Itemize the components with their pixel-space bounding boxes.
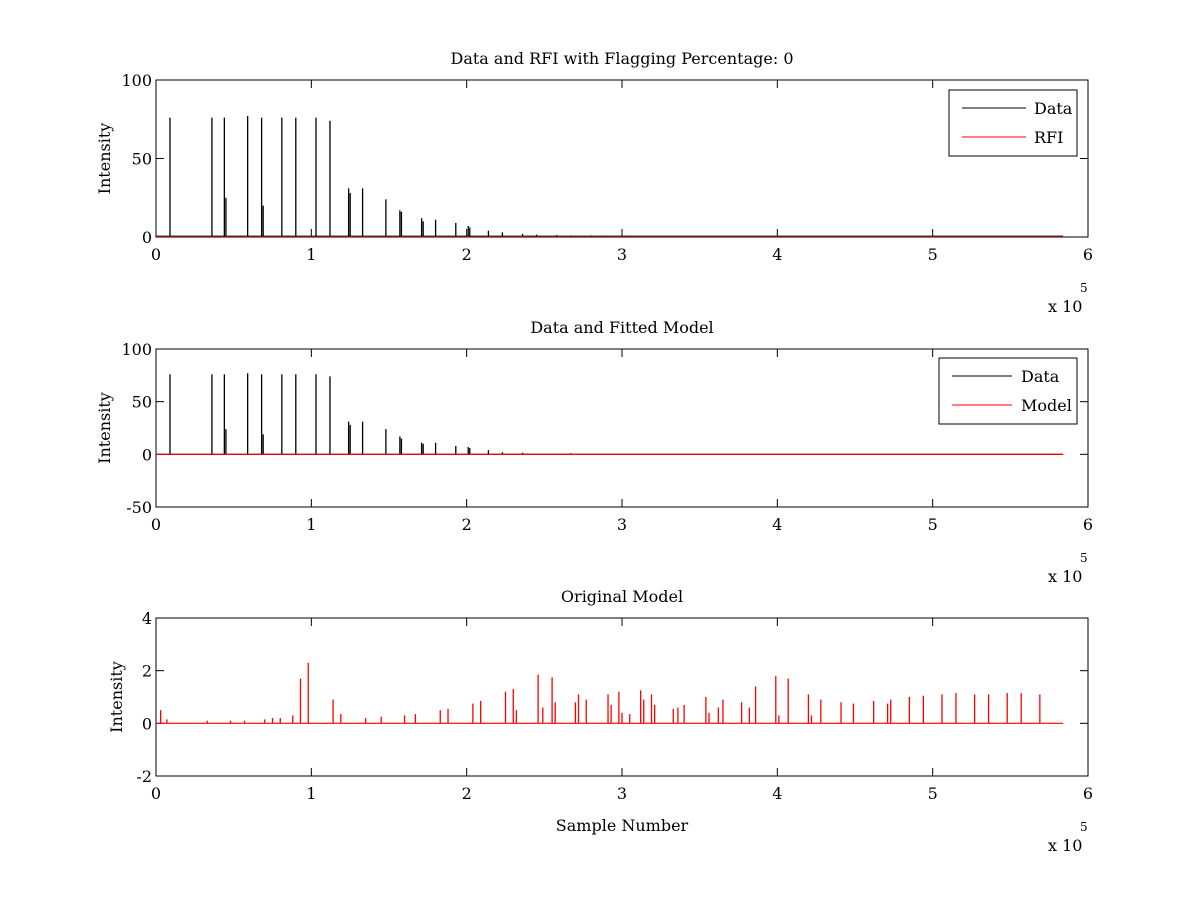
x-tick-label: 4 [772,245,782,264]
axes-frame [155,79,1089,238]
x-tick-label: 1 [306,515,316,534]
x-tick-label: 6 [1083,515,1093,534]
x-tick-label: 4 [772,784,782,803]
y-axis-label: Intensity [107,661,126,733]
x-tick-label: 3 [617,515,627,534]
y-axis-label: Intensity [95,123,114,195]
x-tick-label: 0 [151,515,161,534]
y-axis-label: Intensity [95,392,114,464]
plot-area [156,373,1064,455]
legend: Data Model [938,357,1078,425]
plot-area [156,662,1064,724]
x-tick-label: 5 [928,515,938,534]
x-tick-label: 1 [306,784,316,803]
plot-area [156,116,1064,237]
subplots: Data and RFI with Flagging Percentage: 0… [95,49,1093,855]
y-tick-label: 0 [142,445,152,464]
x-tick-label: 3 [617,784,627,803]
x-multiplier-exponent: 5 [1080,551,1088,565]
x-multiplier-exponent: 5 [1080,820,1088,834]
legend-label: Model [1021,396,1072,415]
y-tick-label: -2 [136,767,152,786]
series-model [156,662,1064,724]
x-multiplier-base: x 10 [1048,836,1082,855]
x-tick-label: 0 [151,245,161,264]
subplot-1: Data and RFI with Flagging Percentage: 0… [95,49,1093,316]
legend-label: Data [1034,99,1073,118]
legend-box [938,357,1078,425]
y-tick-label: 100 [121,340,152,359]
x-tick-label: 1 [306,245,316,264]
legend-box [948,89,1078,157]
x-tick-label: 2 [462,784,472,803]
y-tick-label: 0 [142,228,152,247]
chart-title: Data and RFI with Flagging Percentage: 0 [450,49,793,68]
axes-frame [155,617,1089,777]
legend-label: RFI [1034,128,1063,147]
x-tick-label: 5 [928,784,938,803]
x-multiplier-base: x 10 [1048,567,1082,586]
chart-title: Original Model [561,587,683,606]
y-tick-label: -50 [126,498,152,517]
y-tick-label: 0 [142,714,152,733]
x-multiplier-base: x 10 [1048,297,1082,316]
x-tick-label: 6 [1083,784,1093,803]
series-data [156,116,1064,237]
y-tick-label: 2 [142,662,152,681]
x-tick-label: 3 [617,245,627,264]
chart-title: Data and Fitted Model [530,318,713,337]
x-tick-label: 6 [1083,245,1093,264]
legend-label: Data [1021,367,1060,386]
y-tick-label: 50 [132,150,152,169]
x-tick-label: 0 [151,784,161,803]
y-tick-label: 100 [121,71,152,90]
legend: Data RFI [948,89,1078,157]
axes-frame [155,348,1089,508]
y-tick-label: 50 [132,393,152,412]
y-tick-label: 4 [142,609,152,628]
x-tick-label: 2 [462,245,472,264]
x-tick-label: 2 [462,515,472,534]
x-axis-label: Sample Number [556,816,689,835]
x-tick-label: 4 [772,515,782,534]
x-multiplier-exponent: 5 [1080,281,1088,295]
x-tick-label: 5 [928,245,938,264]
